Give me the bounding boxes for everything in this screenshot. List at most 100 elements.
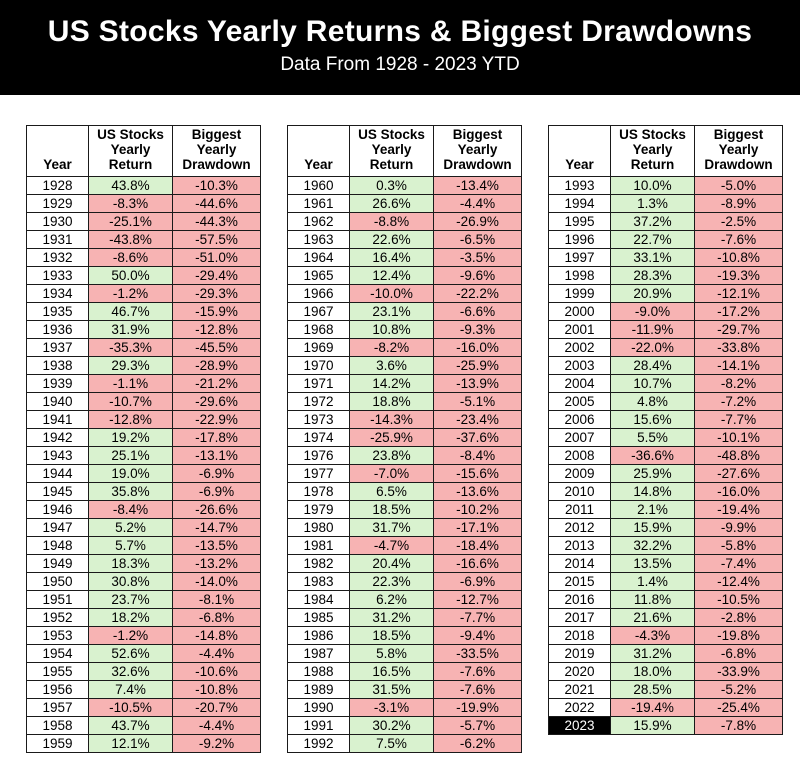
- table-row: 1955 32.6% -10.6%: [26, 662, 261, 681]
- drawdown-cell: -10.8%: [172, 680, 261, 699]
- table-row: 2013 32.2% -5.8%: [548, 536, 783, 555]
- drawdown-cell: -28.9%: [172, 356, 261, 375]
- year-cell: 1947: [26, 518, 89, 537]
- table-row: 1931 -43.8% -57.5%: [26, 230, 261, 249]
- table-row: 1946 -8.4% -26.6%: [26, 500, 261, 519]
- table-row: 1970 3.6% -25.9%: [287, 356, 522, 375]
- table-row: 1939 -1.1% -21.2%: [26, 374, 261, 393]
- table-row: 1979 18.5% -10.2%: [287, 500, 522, 519]
- return-cell: -35.3%: [88, 338, 173, 357]
- year-cell: 1978: [287, 482, 350, 501]
- drawdown-cell: -15.6%: [433, 464, 522, 483]
- year-cell: 2001: [548, 320, 611, 339]
- year-cell: 1987: [287, 644, 350, 663]
- return-cell: 6.5%: [349, 482, 434, 501]
- return-cell: -10.5%: [88, 698, 173, 717]
- table-row: 2002 -22.0% -33.8%: [548, 338, 783, 357]
- year-cell: 1931: [26, 230, 89, 249]
- drawdown-cell: -29.7%: [694, 320, 783, 339]
- returns-table-2: Year US Stocks Yearly Return Biggest Yearl…: [287, 125, 522, 753]
- year-cell: 1999: [548, 284, 611, 303]
- table-row: 1980 31.7% -17.1%: [287, 518, 522, 537]
- table-row: 2009 25.9% -27.6%: [548, 464, 783, 483]
- return-cell: -7.0%: [349, 464, 434, 483]
- year-cell: 1928: [26, 176, 89, 195]
- drawdown-cell: -6.6%: [433, 302, 522, 321]
- return-cell: -19.4%: [610, 698, 695, 717]
- year-cell: 2004: [548, 374, 611, 393]
- return-cell: 23.7%: [88, 590, 173, 609]
- drawdown-cell: -5.7%: [433, 716, 522, 735]
- drawdown-cell: -8.1%: [172, 590, 261, 609]
- drawdown-cell: -17.2%: [694, 302, 783, 321]
- return-cell: -12.8%: [88, 410, 173, 429]
- return-cell: 20.4%: [349, 554, 434, 573]
- return-cell: -4.7%: [349, 536, 434, 555]
- return-cell: 5.5%: [610, 428, 695, 447]
- year-cell: 2003: [548, 356, 611, 375]
- return-cell: 18.5%: [349, 626, 434, 645]
- drawdown-cell: -9.3%: [433, 320, 522, 339]
- year-cell: 2006: [548, 410, 611, 429]
- drawdown-cell: -12.1%: [694, 284, 783, 303]
- return-cell: 32.2%: [610, 536, 695, 555]
- year-cell: 2010: [548, 482, 611, 501]
- return-cell: 22.7%: [610, 230, 695, 249]
- year-cell: 1946: [26, 500, 89, 519]
- drawdown-cell: -25.9%: [433, 356, 522, 375]
- drawdown-cell: -13.1%: [172, 446, 261, 465]
- year-cell: 1991: [287, 716, 350, 735]
- drawdown-cell: -3.5%: [433, 248, 522, 267]
- return-cell: 23.1%: [349, 302, 434, 321]
- drawdown-cell: -9.6%: [433, 266, 522, 285]
- drawdown-cell: -12.7%: [433, 590, 522, 609]
- return-cell: -22.0%: [610, 338, 695, 357]
- table-row: 1932 -8.6% -51.0%: [26, 248, 261, 267]
- table-row: 1943 25.1% -13.1%: [26, 446, 261, 465]
- year-cell: 1982: [287, 554, 350, 573]
- drawdown-cell: -44.3%: [172, 212, 261, 231]
- return-cell: -11.9%: [610, 320, 695, 339]
- year-cell: 2016: [548, 590, 611, 609]
- return-cell: 11.8%: [610, 590, 695, 609]
- table-row: 1990 -3.1% -19.9%: [287, 698, 522, 717]
- year-cell: 1993: [548, 176, 611, 195]
- table-row: 1936 31.9% -12.8%: [26, 320, 261, 339]
- table-row: 1958 43.7% -4.4%: [26, 716, 261, 735]
- table-row: 1996 22.7% -7.6%: [548, 230, 783, 249]
- return-cell: 50.0%: [88, 266, 173, 285]
- year-cell: 2018: [548, 626, 611, 645]
- table-row: 2015 1.4% -12.4%: [548, 572, 783, 591]
- drawdown-cell: -13.4%: [433, 176, 522, 195]
- year-cell: 1960: [287, 176, 350, 195]
- return-cell: 12.4%: [349, 266, 434, 285]
- table-row: 1934 -1.2% -29.3%: [26, 284, 261, 303]
- drawdown-cell: -8.9%: [694, 194, 783, 213]
- drawdown-cell: -10.8%: [694, 248, 783, 267]
- year-cell: 2009: [548, 464, 611, 483]
- table-row: 2017 21.6% -2.8%: [548, 608, 783, 627]
- table-row: 1948 5.7% -13.5%: [26, 536, 261, 555]
- table-row: 1935 46.7% -15.9%: [26, 302, 261, 321]
- drawdown-cell: -26.9%: [433, 212, 522, 231]
- year-cell: 2019: [548, 644, 611, 663]
- drawdown-cell: -16.6%: [433, 554, 522, 573]
- drawdown-cell: -33.8%: [694, 338, 783, 357]
- return-cell: 16.5%: [349, 662, 434, 681]
- return-cell: 43.7%: [88, 716, 173, 735]
- drawdown-cell: -51.0%: [172, 248, 261, 267]
- table-row: 1997 33.1% -10.8%: [548, 248, 783, 267]
- header-row: Year US Stocks Yearly Return Biggest Yearl…: [548, 125, 783, 177]
- column-header-year: Year: [548, 125, 611, 177]
- table-row: 1988 16.5% -7.6%: [287, 662, 522, 681]
- drawdown-cell: -18.4%: [433, 536, 522, 555]
- table-row: 1956 7.4% -10.8%: [26, 680, 261, 699]
- drawdown-cell: -6.8%: [172, 608, 261, 627]
- year-cell: 1959: [26, 734, 89, 753]
- year-cell: 1976: [287, 446, 350, 465]
- drawdown-cell: -14.0%: [172, 572, 261, 591]
- year-cell: 1984: [287, 590, 350, 609]
- return-cell: -25.1%: [88, 212, 173, 231]
- table-row: 2007 5.5% -10.1%: [548, 428, 783, 447]
- year-cell: 1989: [287, 680, 350, 699]
